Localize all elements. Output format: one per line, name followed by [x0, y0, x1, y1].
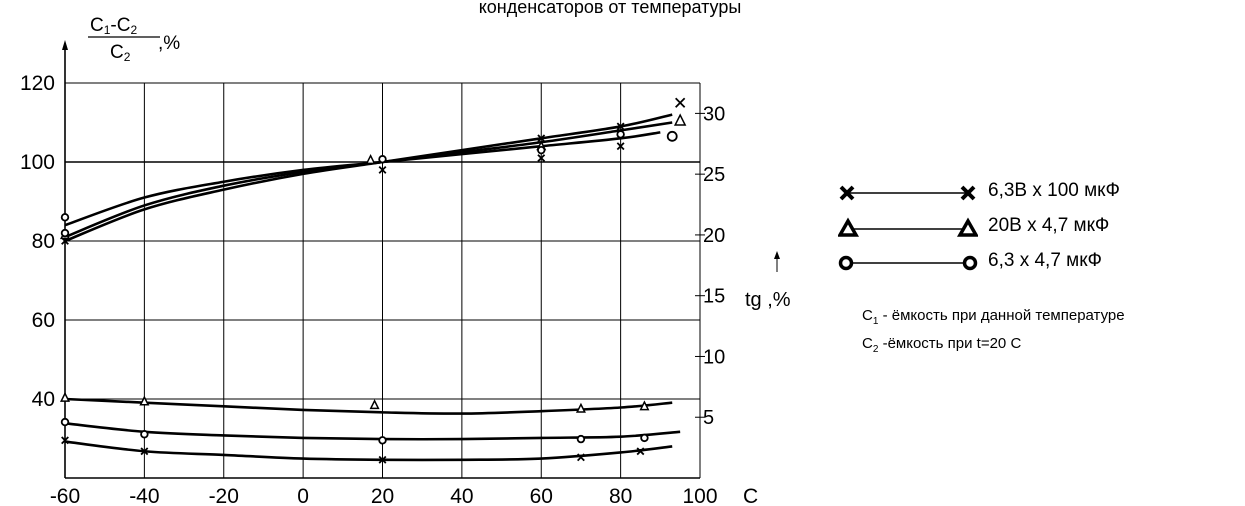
legend: 6,3В х 100 мкФ 20В х 4,7 мкФ 6,3 х 4,7 м… — [836, 178, 1238, 283]
cross-stroke — [140, 447, 149, 456]
cross-marker — [616, 142, 625, 151]
y2-tick-label: 15 — [703, 286, 725, 308]
x-unit-label: C — [743, 485, 758, 506]
circle-marker — [378, 155, 387, 164]
circle-marker — [378, 436, 387, 445]
y2-tick-label: 30 — [703, 103, 725, 125]
circle-marker — [576, 434, 586, 444]
cross-stroke — [61, 436, 69, 445]
triangle-marker — [673, 113, 687, 126]
x-tick-label: -20 — [209, 485, 239, 506]
legend-label: 6,3 х 4,7 мкФ — [988, 250, 1102, 271]
x-tick-label: 80 — [609, 485, 632, 506]
cross-marker — [577, 453, 585, 462]
x-tick-label: -40 — [129, 485, 159, 506]
cross-marker — [616, 122, 625, 131]
capacitance-curve-circle — [64, 131, 661, 227]
circle-marker — [537, 145, 546, 155]
cross-marker — [140, 447, 149, 456]
triangle-marker-icon — [836, 217, 860, 237]
cross-stroke — [537, 154, 546, 162]
y-tick-label: 60 — [32, 309, 55, 332]
chart-title: конденсаторов от температуры — [478, 0, 742, 17]
y-axis-label-denominator: C2 — [110, 42, 131, 64]
triangle-marker — [365, 154, 376, 165]
y2-tick-label: 5 — [703, 407, 714, 429]
triangle-marker — [369, 399, 380, 410]
y-tick-label: 80 — [32, 230, 55, 253]
y-tick-label: 120 — [20, 72, 55, 95]
triangle-marker — [575, 402, 586, 413]
capacitance-curve-triangle — [64, 121, 673, 239]
y2-tick-label: 20 — [703, 225, 725, 247]
y2-axis-arrow-icon — [774, 251, 780, 259]
x-tick-label: 40 — [450, 485, 473, 506]
cross-stroke — [577, 453, 585, 462]
y-tick-label: 100 — [20, 151, 55, 174]
cross-marker-icon — [839, 185, 855, 201]
circle-marker — [60, 417, 70, 427]
legend-line-circle — [838, 255, 978, 271]
axis-labels: -60 -40 -20 0 20 40 60 80 100 C 40 60 80 100 120 5 10 15 2… — [20, 15, 791, 506]
tg-curve-circle — [64, 422, 681, 441]
circle-marker — [60, 213, 70, 222]
triangle-marker-icon — [956, 217, 980, 237]
cross-marker — [378, 455, 387, 464]
legend-label: 6,3В х 100 мкФ — [988, 180, 1120, 201]
legend-label: 20В х 4,7 мкФ — [988, 215, 1110, 236]
x-tick-label: 60 — [530, 485, 553, 506]
triangle-marker — [639, 400, 650, 411]
circle-marker-icon — [962, 255, 978, 271]
x-tick-label: -60 — [50, 485, 80, 506]
cross-stroke — [378, 165, 387, 174]
data-markers — [59, 97, 687, 464]
cross-marker — [378, 165, 387, 174]
x-tick-label: 100 — [682, 485, 717, 506]
cross-stroke — [537, 134, 546, 143]
circle-marker — [640, 433, 649, 443]
grid-lines — [64, 82, 701, 479]
cross-marker — [537, 134, 546, 143]
cross-marker — [61, 436, 69, 445]
cross-stroke — [378, 455, 387, 464]
x-tick-label: 0 — [297, 485, 309, 506]
y-tick-label: 40 — [32, 388, 55, 411]
circle-marker-icon — [838, 255, 854, 271]
legend-item: 6,3В х 100 мкФ — [838, 178, 1238, 213]
y-axis-label-unit: ,% — [158, 33, 180, 54]
capacitance-curve-cross — [64, 113, 673, 243]
triangle-marker — [139, 395, 150, 406]
cross-stroke — [616, 122, 625, 131]
circle-marker — [616, 130, 625, 139]
cross-marker — [675, 97, 686, 108]
cross-marker — [636, 447, 645, 456]
cross-marker-icon — [960, 185, 976, 201]
triangle-marker — [59, 391, 71, 402]
cross-stroke — [636, 447, 645, 456]
y2-axis-label: tg ,% — [745, 289, 791, 311]
y-axis-arrow-icon — [62, 40, 68, 50]
circle-marker — [60, 228, 70, 238]
legend-item: 20В х 4,7 мкФ — [836, 213, 1238, 248]
legend-item: 6,3 х 4,7 мкФ — [838, 248, 1238, 283]
y2-tick-label: 25 — [703, 164, 725, 186]
tg-curve-triangle — [64, 397, 673, 415]
cross-marker — [537, 154, 546, 162]
circle-marker — [666, 130, 678, 142]
cross-stroke — [616, 142, 625, 151]
y2-tick-label: 10 — [703, 346, 725, 368]
note-c1: С1 - ёмкость при данной температуре — [862, 307, 1125, 327]
note-c2: С2 -ёмкость при t=20 С — [862, 335, 1022, 355]
cross-stroke — [675, 97, 686, 108]
legend-line-triangle — [836, 217, 980, 237]
x-tick-label: 20 — [371, 485, 394, 506]
y-axis-label-numerator: C1-C2 — [90, 15, 137, 37]
notes: С1 - ёмкость при данной температуре С2 -… — [862, 305, 1125, 361]
axes — [62, 40, 780, 479]
legend-line-cross — [839, 185, 976, 201]
circle-marker — [140, 430, 149, 439]
